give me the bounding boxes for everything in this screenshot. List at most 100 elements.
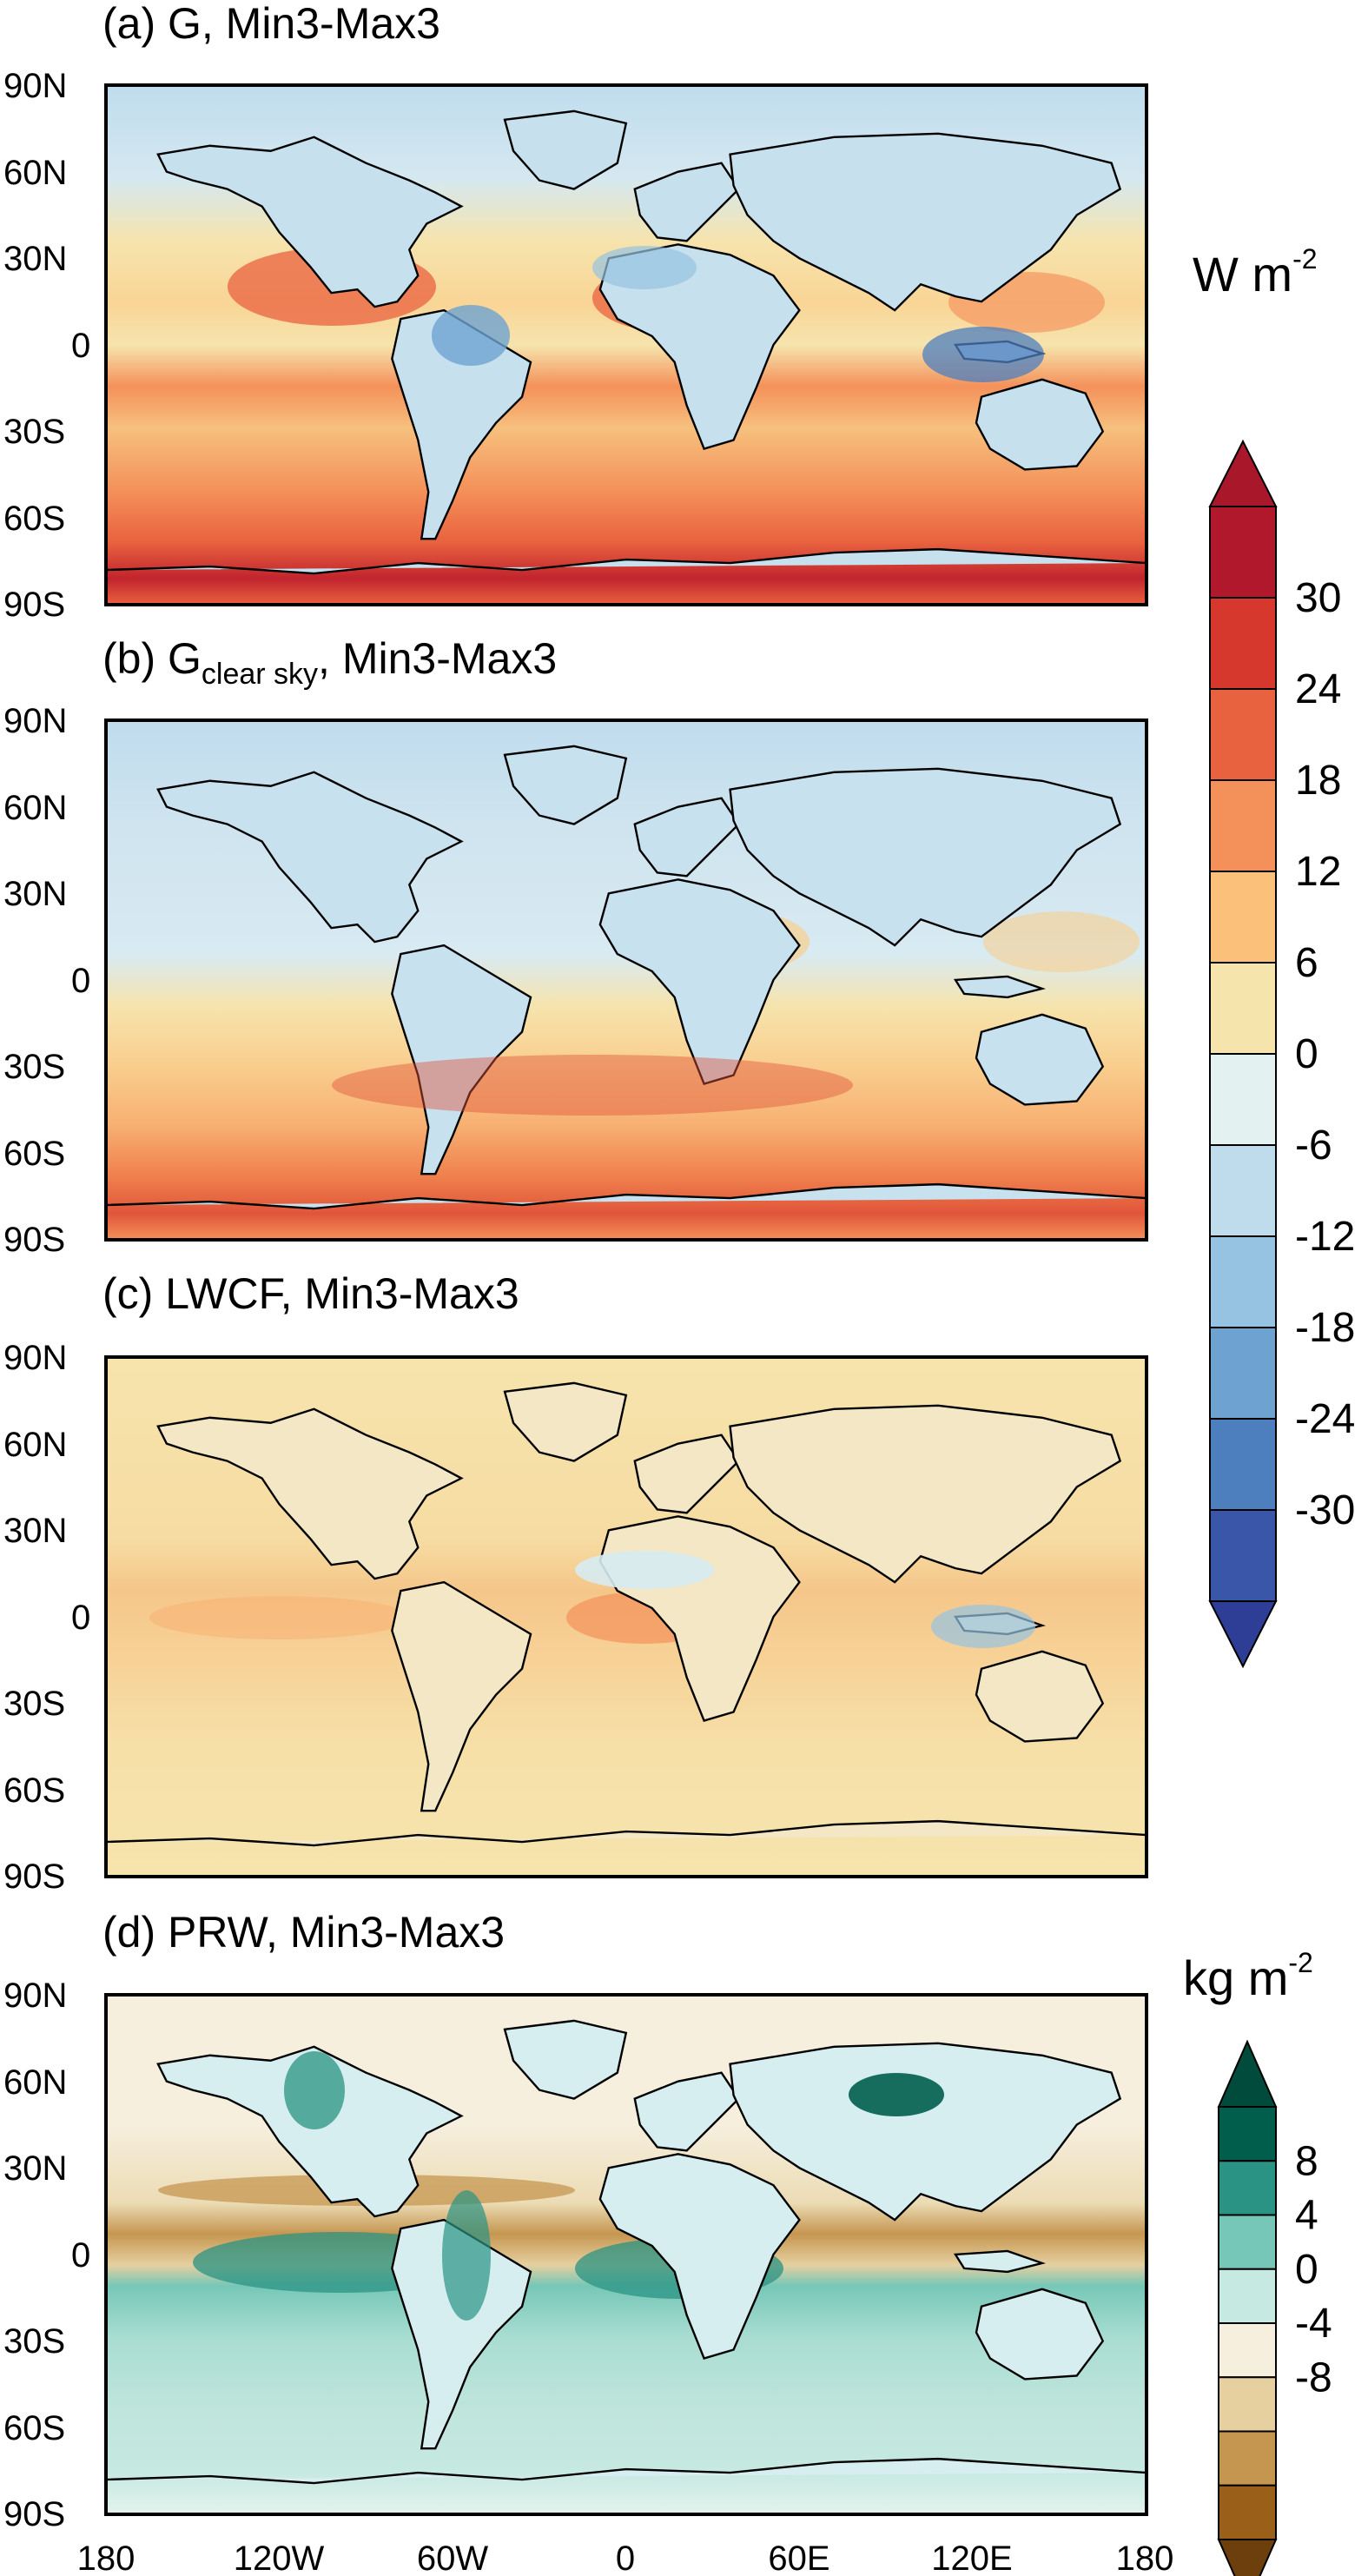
ytick-label: 30N xyxy=(3,1512,67,1550)
colorbar-prw-over-triangle xyxy=(1217,2039,1278,2108)
panel-d-frame xyxy=(104,1993,1148,2516)
panel-c-frame xyxy=(104,1355,1148,1878)
panel-a-frame xyxy=(104,83,1148,606)
colorbar-radiation: W m-2 30 24 18 12 6 0 -6 -12 -18 -24 -30 xyxy=(1193,243,1355,1669)
panel-b-anomaly-indian xyxy=(983,911,1140,972)
ytick-label: 0 xyxy=(71,962,90,1000)
ytick-label: 60N xyxy=(3,154,67,192)
ytick-label: 0 xyxy=(71,2236,90,2275)
colorbar-prw-boxes xyxy=(1217,2039,1278,2576)
panel-c-anomaly-sahel xyxy=(575,1551,714,1589)
colorbar-prw-box xyxy=(1218,2376,1277,2433)
xtick-label: 180 xyxy=(1116,2540,1174,2576)
colorbar-radiation-tick-label: 24 xyxy=(1295,666,1341,712)
ytick-label: 90N xyxy=(3,1339,67,1377)
colorbar-prw-tick-label: -8 xyxy=(1295,2354,1332,2401)
colorbar-prw: kg m-2 8 4 0 -4 -8 xyxy=(1183,1947,1332,2576)
ytick-label: 60S xyxy=(3,2409,65,2447)
ytick-label: 30N xyxy=(3,240,67,278)
colorbar-prw-tick-label: 8 xyxy=(1295,2138,1318,2184)
ytick-label: 60S xyxy=(3,500,65,538)
colorbar-radiation-box xyxy=(1209,1327,1277,1420)
colorbar-radiation-box xyxy=(1209,597,1277,690)
colorbar-prw-box xyxy=(1218,2214,1277,2270)
colorbar-prw-unit: kg m-2 xyxy=(1183,1947,1313,2005)
colorbar-radiation-tick-label: -30 xyxy=(1295,1487,1355,1533)
ytick-label: 90N xyxy=(3,702,67,740)
ytick-label: 90S xyxy=(3,1858,65,1896)
colorbar-radiation-tick-label: -12 xyxy=(1295,1214,1355,1260)
colorbar-prw-tick-label: 4 xyxy=(1295,2193,1318,2239)
colorbar-radiation-box xyxy=(1209,506,1277,599)
panel-d-anomaly-rockies xyxy=(284,2051,345,2129)
panel-a: (a) G, Min3-Max3 90N 60N 30N 0 30S 60S 9… xyxy=(3,0,1148,624)
colorbar-radiation-box xyxy=(1209,779,1277,872)
colorbar-radiation-tick-label: 0 xyxy=(1295,1031,1318,1077)
panel-a-anomaly-amazon xyxy=(432,305,510,366)
panel-c: (c) LWCF, Min3-Max3 90N 60N 30N 0 30S 60… xyxy=(3,1269,1148,1896)
panel-a-yticks: 90N 60N 30N 0 30S 60S 90S xyxy=(3,67,90,624)
panel-d-xticks: 180 120W 60W 0 60E 120E 180 xyxy=(77,2540,1174,2576)
xtick-label: 180 xyxy=(77,2540,135,2576)
panel-b-map xyxy=(104,718,1148,1242)
panel-b-title: (b) Gclear sky, Min3-Max3 xyxy=(102,634,557,691)
ytick-label: 60N xyxy=(3,1426,67,1464)
colorbar-prw-tick-label: -4 xyxy=(1295,2301,1332,2347)
colorbar-prw-box xyxy=(1218,2484,1277,2540)
colorbar-radiation-over-triangle xyxy=(1208,439,1278,507)
panel-d-title: (d) PRW, Min3-Max3 xyxy=(102,1908,505,1957)
colorbar-radiation-box xyxy=(1209,1144,1277,1237)
colorbar-radiation-tick-label: 18 xyxy=(1295,758,1341,804)
panel-d-anomaly-andes xyxy=(442,2190,491,2321)
colorbar-radiation-tick-label: 30 xyxy=(1295,575,1341,621)
ytick-label: 90N xyxy=(3,67,67,105)
panel-d-yticks: 90N 60N 30N 0 30S 60S 90S xyxy=(3,1977,90,2533)
colorbar-radiation-tick-label: -18 xyxy=(1295,1305,1355,1351)
colorbar-radiation-box xyxy=(1209,1235,1277,1328)
panel-c-anomaly-maritime xyxy=(931,1605,1035,1648)
panel-c-yticks: 90N 60N 30N 0 30S 60S 90S xyxy=(3,1339,90,1896)
ytick-label: 90S xyxy=(3,2495,65,2533)
colorbar-prw-tick-label: 0 xyxy=(1295,2247,1318,2293)
colorbar-prw-under-triangle xyxy=(1217,2539,1278,2576)
panel-b-anomaly-southern xyxy=(332,1055,853,1116)
ytick-label: 0 xyxy=(71,1599,90,1637)
ytick-label: 60N xyxy=(3,2063,67,2102)
panel-d-map xyxy=(104,1993,1148,2516)
ytick-label: 30S xyxy=(3,1685,65,1723)
ytick-label: 60S xyxy=(3,1771,65,1810)
ytick-label: 60S xyxy=(3,1135,65,1173)
colorbar-radiation-tick-label: -24 xyxy=(1295,1396,1355,1442)
ytick-label: 30N xyxy=(3,2149,67,2188)
ytick-label: 30S xyxy=(3,2322,65,2361)
colorbar-radiation-tick-label: -6 xyxy=(1295,1122,1332,1169)
xtick-label: 120E xyxy=(931,2540,1012,2576)
colorbar-radiation-box xyxy=(1209,1053,1277,1146)
panel-b-yticks: 90N 60N 30N 0 30S 60S 90S xyxy=(3,702,90,1259)
colorbar-radiation-labels: 30 24 18 12 6 0 -6 -12 -18 -24 -30 xyxy=(1295,575,1355,1533)
colorbar-radiation-box xyxy=(1209,688,1277,781)
panel-c-title: (c) LWCF, Min3-Max3 xyxy=(102,1269,519,1318)
colorbar-prw-labels: 8 4 0 -4 -8 xyxy=(1295,2138,1332,2401)
colorbar-radiation-boxes xyxy=(1208,439,1278,1669)
ytick-label: 90N xyxy=(3,1977,67,2015)
colorbar-radiation-box xyxy=(1209,1509,1277,1602)
colorbar-radiation-tick-label: 6 xyxy=(1295,940,1318,986)
colorbar-radiation-under-triangle xyxy=(1208,1600,1278,1669)
ytick-label: 30N xyxy=(3,875,67,913)
panel-a-anomaly-maritime xyxy=(922,327,1044,382)
panel-a-anomaly-sahel xyxy=(592,246,697,289)
ytick-label: 90S xyxy=(3,586,65,624)
panel-c-anomaly-pacific xyxy=(149,1596,410,1639)
panel-d: (d) PRW, Min3-Max3 90N 60N 30N 0 30S 60S… xyxy=(3,1908,1173,2576)
ytick-label: 0 xyxy=(71,327,90,365)
colorbar-radiation-box xyxy=(1209,1418,1277,1511)
colorbar-radiation-tick-label: 12 xyxy=(1295,849,1341,895)
colorbar-prw-box xyxy=(1218,2160,1277,2216)
colorbar-radiation-box xyxy=(1209,871,1277,964)
colorbar-radiation-box xyxy=(1209,962,1277,1055)
xtick-label: 0 xyxy=(616,2540,635,2576)
colorbar-prw-box xyxy=(1218,2322,1277,2379)
ytick-label: 90S xyxy=(3,1221,65,1259)
